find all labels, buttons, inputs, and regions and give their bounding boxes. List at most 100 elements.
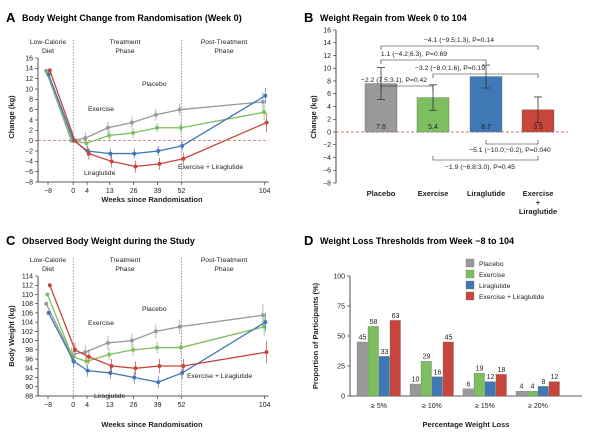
panel-c-ytick-label: 106: [21, 310, 33, 317]
panel-a-xtick-label: 52: [178, 188, 186, 195]
panel-a-xtick-label: 13: [106, 188, 114, 195]
panel-d-bar: [442, 341, 454, 397]
comparison-1: −4.1 (−9.5;1.3), P=0.14: [424, 37, 494, 44]
annotation-combo-a: Exercise + Liraglutide: [178, 164, 243, 171]
panel-b-category-label: Exercise: [523, 189, 554, 198]
panel-c-data-point: [157, 364, 162, 368]
panel-c-data-point: [44, 301, 49, 306]
legend-swatch: [465, 258, 475, 268]
panel-d-bar: [409, 383, 421, 397]
panel-c-series-line: [46, 294, 265, 363]
panel-b-ytick-label: 8: [327, 78, 331, 85]
panel-d-category-label: ≥ 20%: [528, 403, 548, 410]
panel-a-title: Body Weight Change from Randomisation (W…: [22, 13, 242, 23]
panel-c-data-point: [156, 380, 161, 385]
panel-d-value-label: 16: [434, 369, 442, 376]
panel-a-ytick-label: 6: [29, 107, 33, 114]
panel-d-ytick-label: 100: [333, 273, 345, 280]
panel-c-ytick-label: 114: [22, 273, 33, 280]
panel-a-ytick-label: 12: [25, 76, 33, 83]
panel-d-bar: [495, 374, 507, 397]
panel-d-ylabel: Proportion of Participants (%): [311, 282, 320, 389]
panel-c-xtick-label: 4: [85, 402, 89, 409]
panel-c-data-point: [178, 345, 183, 350]
panel-c-data-point: [177, 324, 182, 329]
annotation-liraglutide-c: Liraglutide: [94, 393, 126, 400]
panel-c-series-line: [45, 303, 264, 356]
panel-a-data-point: [260, 99, 265, 104]
panel-c-data-point: [46, 310, 51, 315]
panel-a-data-point: [263, 93, 268, 98]
panel-d-bar: [420, 361, 432, 397]
panel-c-data-point: [86, 354, 91, 359]
panel-b-category-label: Liraglutide: [467, 189, 505, 198]
panel-a-ytick-label: 0: [29, 138, 33, 145]
panel-a-xlabel: Weeks since Randomisation: [101, 195, 203, 204]
panel-a-ylabel: Change (kg): [7, 95, 16, 139]
panel-c-data-point: [153, 329, 158, 334]
panel-d-bar: [431, 376, 443, 397]
panel-d-value-label: 58: [370, 319, 378, 326]
panel-d-xlabel: Percentage Weight Loss: [423, 420, 510, 429]
panel-d-legend: Placebo Exercise Liraglutide Exercise + Lir…: [465, 258, 544, 301]
comparison-6: −1.9 (−6.8;3.0), P=0.45: [445, 164, 515, 171]
panel-a-data-point: [47, 68, 52, 73]
annotation-combo-c: Exercise + Liraglutide: [187, 373, 252, 380]
panel-c-ytick-label: 102: [21, 329, 33, 336]
panel-c-series-line: [49, 284, 267, 369]
panel-d-category-label: ≥ 10%: [422, 403, 442, 410]
panel-c-ylabel: Body Weight (kg): [7, 305, 16, 367]
legend-label: Exercise + Liraglutide: [479, 294, 544, 301]
panel-d-bar: [526, 391, 538, 397]
panel-a-data-point: [86, 151, 91, 156]
panel-d-value-label: 29: [423, 354, 431, 361]
panel-a-ytick-label: 8: [29, 97, 33, 104]
panel-a-xtick-label: 104: [259, 188, 271, 195]
panel-a-data-point: [264, 120, 269, 125]
panel-b-comparison-bracket: [380, 45, 539, 50]
panel-d-ytick-label: 25: [337, 363, 345, 370]
panel-c-data-point: [85, 368, 90, 373]
panel-d-value-label: 12: [551, 374, 559, 381]
panel-a-ytick-label: 14: [25, 66, 33, 73]
panel-d-bar: [548, 381, 560, 397]
panel-d-value-label: 6: [467, 381, 471, 388]
panel-b-comparison-bracket: [432, 156, 539, 161]
panel-c-ytick-label: 108: [21, 301, 33, 308]
panel-d-ytick-label: 75: [337, 303, 345, 310]
panel-b-category-label: Exercise: [418, 189, 449, 198]
panel-c-ytick-label: 92: [25, 375, 33, 382]
phase-post-line1-a: Post-Treatment: [201, 39, 248, 46]
panel-d-category-label: ≥ 5%: [371, 403, 387, 410]
phase-diet-line2-c: Diet: [42, 266, 54, 273]
panel-c-ytick-label: 90: [25, 384, 33, 391]
panel-d-value-label: 45: [359, 335, 367, 342]
panel-a-ytick-label: 16: [25, 55, 33, 62]
legend-label: Liraglutide: [479, 283, 511, 290]
panel-b-ytick-label: −4: [323, 155, 331, 162]
panel-d-bar: [378, 356, 390, 397]
panel-c-data-point: [73, 347, 77, 352]
phase-post-line2-a: Phase: [214, 48, 233, 55]
panel-d-bar: [389, 320, 401, 397]
panel-d-value-label: 4: [531, 384, 535, 391]
phase-diet-line1-a: Low-Calorie: [30, 39, 66, 46]
panel-c-xtick-label: 13: [106, 402, 114, 409]
panel-b-ytick-label: 4: [327, 104, 331, 111]
panel-c-ytick-label: 100: [21, 338, 33, 345]
panel-c-data-point: [260, 313, 265, 318]
panel-b-ytick-label: 0: [327, 129, 331, 136]
panel-d-bar: [356, 341, 368, 397]
panel-a-label: A: [6, 10, 16, 25]
panel-d-value-label: 33: [381, 349, 389, 356]
panel-b-value-label: 3.5: [533, 124, 543, 131]
annotation-placebo-a: Placebo: [142, 81, 167, 88]
panel-b-title: Weight Regain from Week 0 to 104: [320, 13, 467, 23]
panel-c-data-point: [83, 350, 88, 355]
panel-b-ytick-label: 6: [327, 91, 331, 98]
panel-c-label: C: [6, 233, 16, 248]
panel-a-data-point: [155, 125, 160, 130]
legend-swatch: [465, 269, 475, 279]
panel-d-ytick-label: 50: [337, 333, 345, 340]
phase-post-line1-c: Post-Treatment: [201, 257, 248, 264]
